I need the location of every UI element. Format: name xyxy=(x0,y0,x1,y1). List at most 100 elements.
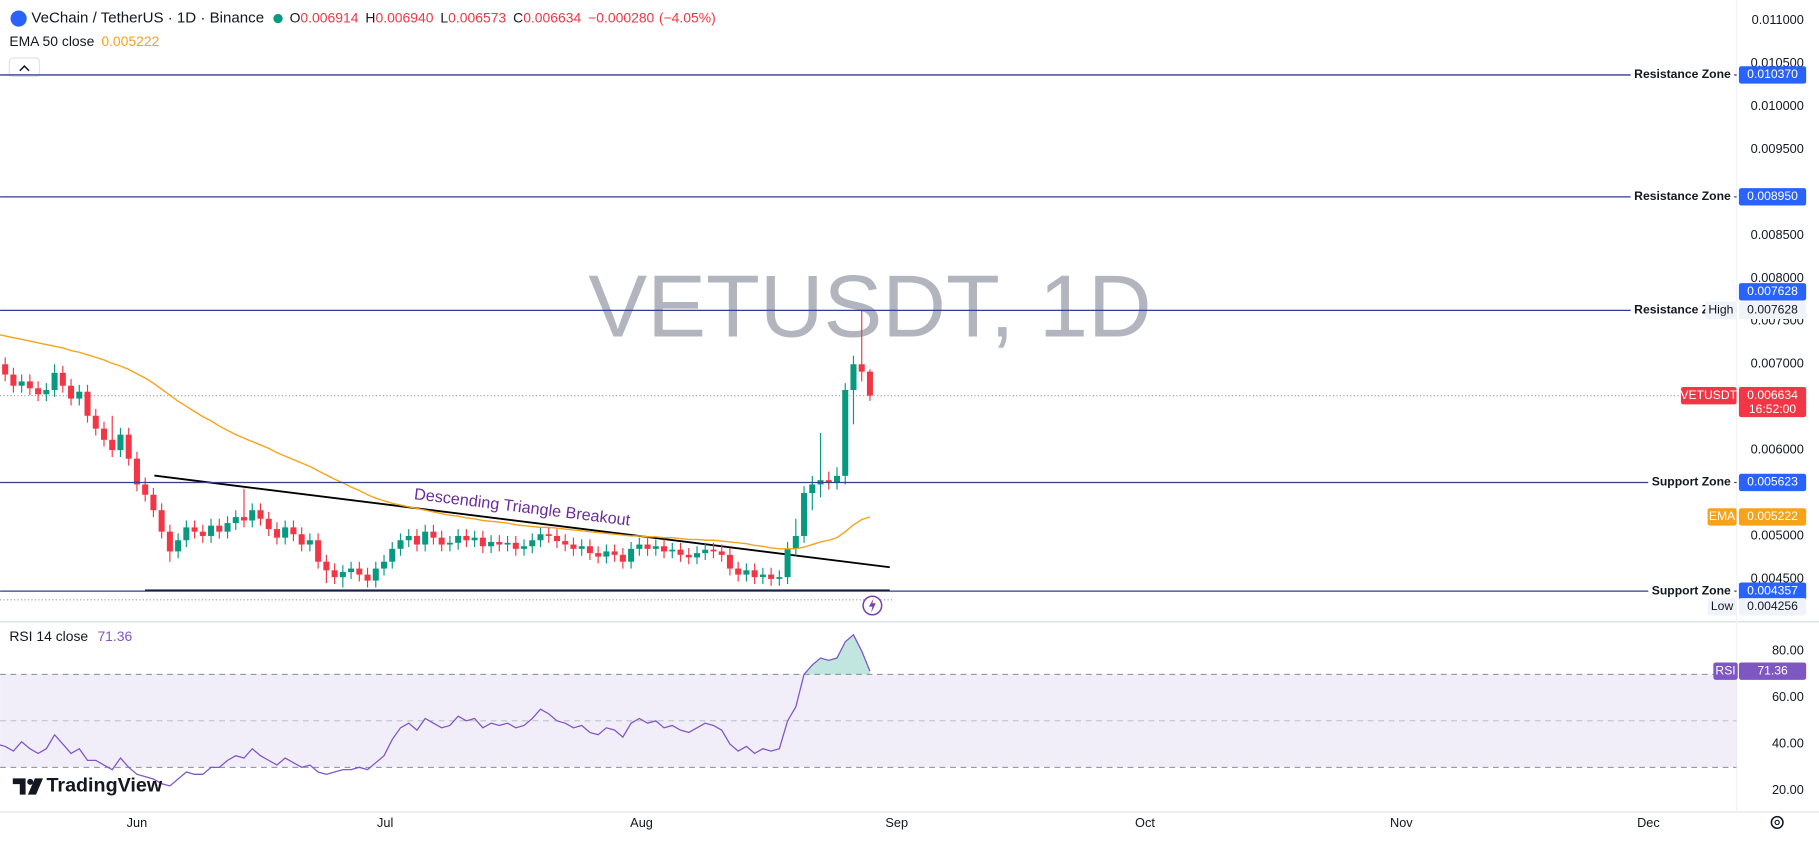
candle-body xyxy=(586,546,593,554)
candle-body xyxy=(529,540,536,547)
candle-body xyxy=(175,540,182,552)
rsi-line xyxy=(0,633,871,787)
level-badge-label: 0.004357 xyxy=(1747,583,1798,597)
candle-body xyxy=(240,517,248,521)
ema-value: 0.005222 xyxy=(101,32,159,48)
candle-body xyxy=(348,568,355,573)
rsi-tick-label: 80.00 xyxy=(1772,642,1804,657)
candle-body xyxy=(381,561,388,569)
ohlc-value: 0.006914 xyxy=(300,9,358,25)
level-badge xyxy=(1738,283,1807,301)
last-price-bg xyxy=(1738,386,1807,418)
ema-header: EMA 50 close 0.005222 xyxy=(9,32,159,48)
level-badge xyxy=(1738,66,1807,84)
low-value: 0.004256 xyxy=(1747,599,1798,613)
ohlc-key: C xyxy=(513,9,523,25)
chart-title: VeChain / TetherUS · 1D · Binance xyxy=(31,10,264,27)
candle-body xyxy=(842,390,849,476)
settings-icon[interactable] xyxy=(1770,815,1784,829)
candle-body xyxy=(545,534,552,536)
market-status-dot xyxy=(273,13,283,24)
rsi-pane xyxy=(0,633,1737,787)
y-tick-label: 0.007000 xyxy=(1751,356,1804,371)
candle-body xyxy=(397,540,404,549)
brand-logo: TradingView xyxy=(12,775,163,797)
ema-value-bg xyxy=(1738,508,1807,526)
candle-body xyxy=(702,549,709,554)
candle-body xyxy=(455,535,462,543)
y-tick-label: 0.009500 xyxy=(1751,141,1804,156)
candle-body xyxy=(652,546,659,549)
candle-body xyxy=(669,549,676,552)
candle-body xyxy=(521,546,528,549)
x-tick-label: Aug xyxy=(630,815,653,830)
rsi-overbought-fill xyxy=(804,634,870,675)
change-percent: (−4.05%) xyxy=(659,9,716,25)
candle-body xyxy=(562,541,569,545)
ohlc-key: O xyxy=(290,9,301,25)
candle-body xyxy=(661,546,668,552)
level-label: Resistance Zone xyxy=(1634,189,1731,203)
candle-body xyxy=(446,542,453,545)
settings-gear[interactable] xyxy=(1770,815,1784,829)
alert-icon xyxy=(862,595,883,616)
candle-body xyxy=(356,568,363,575)
candle-body xyxy=(298,534,305,545)
level-label-bg xyxy=(1630,188,1735,205)
candle-body xyxy=(463,535,470,541)
level-label: Support Zone xyxy=(1652,583,1731,597)
candle-body xyxy=(265,518,272,530)
last-price-value: 0.006634 xyxy=(1747,388,1798,402)
brand-name: TradingView xyxy=(46,775,162,797)
candle-body xyxy=(792,535,799,549)
rsi-last-value-bg xyxy=(1738,662,1807,680)
ema-label: EMA xyxy=(1709,509,1736,523)
rsi-value: 71.36 xyxy=(97,628,132,644)
rsi-tick-label: 40.00 xyxy=(1772,735,1804,750)
candle-body xyxy=(833,475,841,483)
candle-body xyxy=(636,544,643,549)
candle-body xyxy=(858,364,865,372)
level-label-bg xyxy=(1648,583,1735,600)
candle-body xyxy=(619,554,626,562)
candle-body xyxy=(142,484,149,495)
y-tick-label: 0.011000 xyxy=(1752,12,1804,27)
ohlc-header: O0.006914 H0.006940 L0.006573 C0.006634 −0.0… xyxy=(290,9,716,25)
candle-body xyxy=(677,549,684,555)
ohlc-key: H xyxy=(365,9,375,25)
high-label: High xyxy=(1708,303,1733,317)
candle-body xyxy=(784,548,791,578)
y-tick-label: 0.008000 xyxy=(1751,270,1804,285)
candle-body xyxy=(339,572,346,578)
logo-mark xyxy=(12,778,26,795)
collapse-chevron xyxy=(19,65,30,72)
low-value-bg xyxy=(1738,598,1807,616)
ema-value: 0.005222 xyxy=(1747,509,1798,523)
candle-body xyxy=(364,574,371,581)
candle-body xyxy=(10,374,17,386)
level-label-bg xyxy=(1630,66,1735,84)
y-tick-label: 0.010000 xyxy=(1751,98,1804,113)
candle-body xyxy=(84,391,91,416)
candle-body xyxy=(718,551,725,555)
candle-body xyxy=(438,537,445,545)
high-value: 0.007628 xyxy=(1747,303,1798,317)
logo-slash xyxy=(27,778,43,795)
candle-body xyxy=(133,458,140,485)
candle-body xyxy=(199,531,206,536)
candle-body xyxy=(315,540,322,562)
candle-body xyxy=(92,415,99,429)
rsi-tick-label: 60.00 xyxy=(1772,689,1804,704)
candle-body xyxy=(249,510,256,521)
level-badge xyxy=(1738,582,1807,600)
settings-hub xyxy=(1774,819,1780,826)
candle-body xyxy=(710,549,717,552)
watermark: VETUSDT, 1D xyxy=(588,256,1151,355)
candle-body xyxy=(125,434,132,459)
price-pane xyxy=(0,310,1737,601)
candle-body xyxy=(372,568,379,581)
collapse-button[interactable] xyxy=(8,57,41,78)
collapse-button-frame[interactable] xyxy=(8,57,41,78)
